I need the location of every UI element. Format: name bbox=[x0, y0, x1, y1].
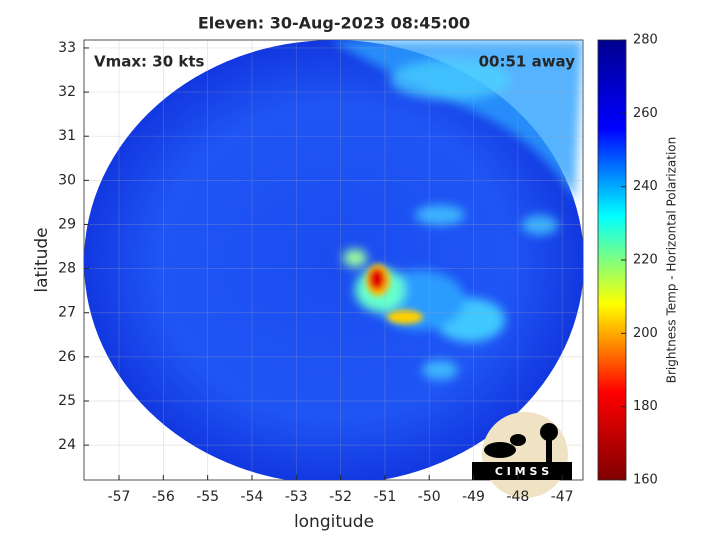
y-tick-label: 30 bbox=[58, 172, 76, 188]
y-tick-label: 25 bbox=[58, 393, 76, 409]
colorbar-tick-label: 240 bbox=[633, 179, 658, 194]
colorbar-tick-label: 180 bbox=[633, 399, 658, 414]
annotation: Vmax: 30 kts bbox=[94, 53, 204, 71]
x-tick-label: -55 bbox=[196, 489, 219, 505]
colorbar-tick-label: 200 bbox=[633, 326, 658, 341]
y-axis-label: latitude bbox=[32, 227, 52, 292]
y-tick-label: 32 bbox=[58, 84, 76, 100]
colorbar-tick-label: 160 bbox=[633, 473, 658, 488]
x-tick-label: -53 bbox=[285, 489, 308, 505]
y-tick-label: 27 bbox=[58, 305, 76, 321]
y-tick-label: 28 bbox=[58, 261, 76, 277]
x-tick-label: -49 bbox=[462, 489, 485, 505]
logo: C I M S S bbox=[472, 412, 572, 498]
colorbar-tick-label: 220 bbox=[633, 253, 658, 268]
colorbar-tick-label: 280 bbox=[633, 33, 658, 48]
x-tick-label: -57 bbox=[108, 489, 131, 505]
colorbar-label: Brightness Temp - Horizontal Polarizatio… bbox=[665, 137, 679, 384]
x-tick-label: -52 bbox=[329, 489, 352, 505]
colorbar-tick-label: 260 bbox=[633, 106, 658, 121]
x-tick-label: -56 bbox=[152, 489, 175, 505]
y-tick-label: 31 bbox=[58, 128, 76, 144]
x-tick-label: -48 bbox=[506, 489, 529, 505]
x-axis-label: longitude bbox=[294, 512, 374, 532]
x-tick-label: -50 bbox=[418, 489, 441, 505]
logo-text: C I M S S bbox=[495, 465, 549, 478]
y-tick-label: 26 bbox=[58, 349, 76, 365]
x-tick-label: -51 bbox=[373, 489, 396, 505]
x-tick-label: -54 bbox=[241, 489, 264, 505]
brightness-image bbox=[84, 40, 583, 480]
annotation: 00:51 away bbox=[479, 53, 576, 71]
grid bbox=[84, 40, 583, 480]
y-tick-label: 24 bbox=[58, 437, 76, 453]
y-tick-label: 33 bbox=[58, 40, 76, 56]
x-tick-label: -47 bbox=[551, 489, 574, 505]
y-tick-label: 29 bbox=[58, 216, 76, 232]
chart-title: Eleven: 30-Aug-2023 08:45:00 bbox=[198, 14, 470, 33]
